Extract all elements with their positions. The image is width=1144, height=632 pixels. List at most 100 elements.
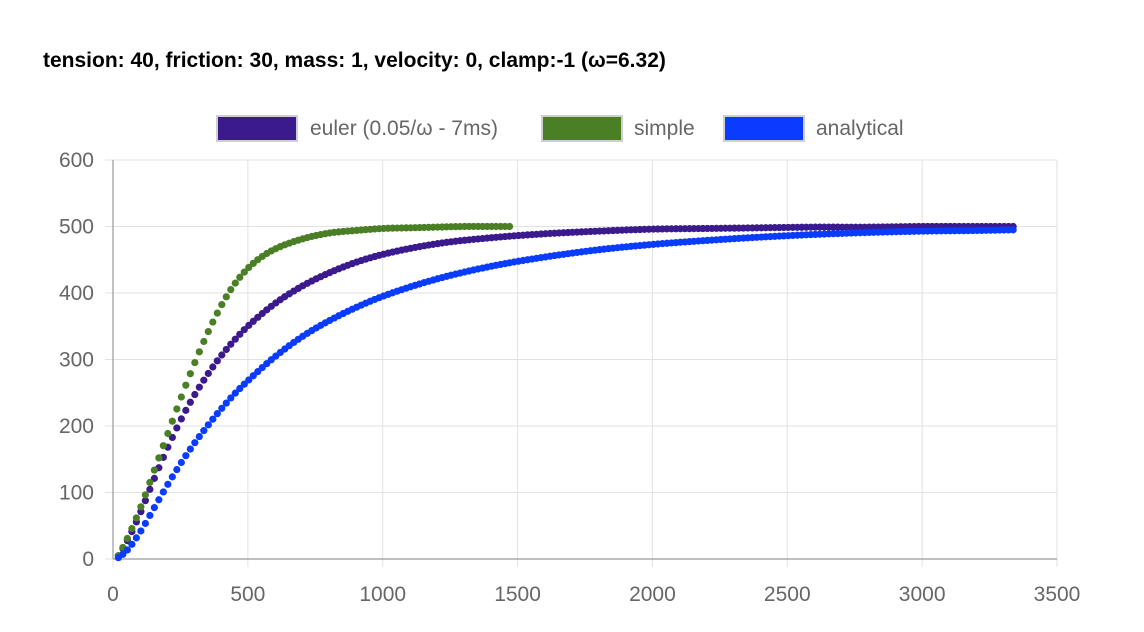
data-point xyxy=(168,417,176,425)
data-point xyxy=(200,427,208,435)
y-tick-label: 600 xyxy=(59,149,94,172)
data-point xyxy=(505,222,514,231)
data-point xyxy=(200,337,208,346)
series-euler-0-05-7ms- xyxy=(114,222,1017,560)
data-point xyxy=(213,410,221,418)
data-point xyxy=(204,421,212,429)
data-point xyxy=(236,273,244,281)
data-point xyxy=(186,398,194,406)
data-point xyxy=(222,399,230,407)
x-tick-label: 1500 xyxy=(494,583,541,606)
y-tick-label: 100 xyxy=(59,482,94,505)
data-point xyxy=(236,384,244,393)
legend[interactable]: euler (0.05/ω - 7ms) simple analytical xyxy=(216,115,904,142)
data-point xyxy=(240,326,248,334)
data-point xyxy=(141,497,149,505)
data-point xyxy=(204,369,212,378)
data-point xyxy=(137,503,145,511)
legend-swatch xyxy=(723,115,805,142)
data-point xyxy=(177,393,185,401)
data-point xyxy=(218,404,226,412)
data-point xyxy=(132,514,140,522)
data-point xyxy=(141,519,149,528)
data-point xyxy=(186,370,194,378)
data-point xyxy=(240,268,248,276)
legend-item[interactable]: analytical xyxy=(723,115,904,142)
data-point xyxy=(137,527,145,535)
data-point xyxy=(141,491,149,499)
legend-label: analytical xyxy=(816,117,904,140)
data-point xyxy=(177,415,185,423)
data-point xyxy=(177,458,185,467)
x-tick-label: 3500 xyxy=(1034,583,1081,606)
data-point xyxy=(231,279,239,287)
legend-label: simple xyxy=(634,117,695,140)
data-point xyxy=(173,465,181,474)
data-point xyxy=(222,345,230,354)
data-point xyxy=(209,363,217,371)
grid xyxy=(105,159,1058,567)
data-point xyxy=(182,406,190,414)
data-point xyxy=(231,335,239,343)
data-point xyxy=(231,389,239,397)
x-tick-label: 2500 xyxy=(764,583,811,606)
x-tick-label: 1000 xyxy=(359,583,406,606)
data-point xyxy=(204,327,212,336)
data-point xyxy=(209,318,217,326)
data-point xyxy=(195,432,203,441)
legend-item[interactable]: simple xyxy=(541,115,695,142)
data-point xyxy=(159,442,167,450)
page-title: tension: 40, friction: 30, mass: 1, velo… xyxy=(43,49,666,72)
data-point xyxy=(191,390,199,399)
data-point xyxy=(227,340,235,348)
y-tick-label: 200 xyxy=(59,415,94,438)
data-point xyxy=(227,286,235,294)
data-point xyxy=(173,424,181,432)
data-point xyxy=(123,534,131,543)
data-point xyxy=(168,473,176,481)
legend-label: euler (0.05/ω - 7ms) xyxy=(310,117,498,140)
series-analytical xyxy=(114,226,1017,562)
data-point xyxy=(182,452,190,460)
data-point xyxy=(218,351,226,359)
y-tick-label: 400 xyxy=(59,282,94,305)
data-point xyxy=(146,485,154,493)
x-tick-label: 2000 xyxy=(629,583,676,606)
data-point xyxy=(159,488,167,496)
data-point xyxy=(240,380,248,388)
x-tick-label: 3000 xyxy=(899,583,946,606)
data-point xyxy=(227,394,235,402)
data-point xyxy=(222,293,230,301)
data-point xyxy=(236,330,244,338)
data-point xyxy=(195,348,203,356)
data-point xyxy=(128,540,136,548)
series-layer xyxy=(114,222,1017,562)
data-point xyxy=(209,415,217,423)
legend-swatch xyxy=(216,115,298,142)
data-point xyxy=(146,478,154,487)
legend-item[interactable]: euler (0.05/ω - 7ms) xyxy=(216,115,498,142)
data-point xyxy=(155,496,163,504)
data-point xyxy=(150,466,158,474)
data-point xyxy=(150,503,158,512)
data-point xyxy=(146,511,154,520)
data-point xyxy=(191,358,199,367)
data-point xyxy=(128,524,136,533)
data-point xyxy=(123,546,131,554)
data-point xyxy=(182,381,190,389)
y-tick-label: 500 xyxy=(59,216,94,239)
axes: 0 500 1000 1500 2000 2500 3000 3500 0 100 200 300 40… xyxy=(59,149,1080,606)
data-point xyxy=(1009,226,1017,234)
data-point xyxy=(119,550,127,558)
x-tick-label: 500 xyxy=(230,583,265,606)
data-point xyxy=(155,454,163,462)
data-point xyxy=(164,480,172,488)
y-tick-label: 0 xyxy=(82,548,94,571)
x-tick-label: 0 xyxy=(107,583,119,606)
data-point xyxy=(200,376,208,384)
data-point xyxy=(164,429,172,438)
data-point xyxy=(213,309,221,317)
data-point xyxy=(186,445,194,453)
data-point xyxy=(173,405,181,413)
